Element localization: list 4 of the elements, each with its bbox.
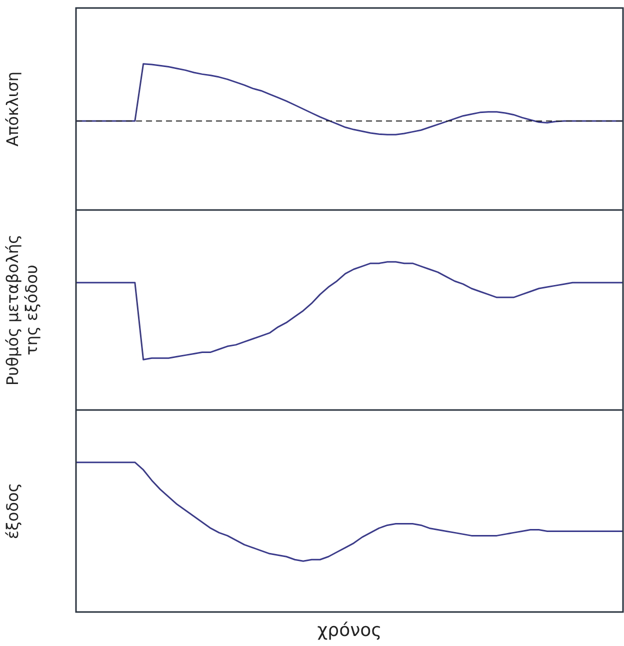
x-axis-title: χρόνος xyxy=(317,620,382,641)
y-axis-title: Ρυθμός μεταβολής της εξόδου xyxy=(2,234,41,386)
y-axis-title: έξοδος xyxy=(2,482,22,540)
y-axis-title: Απόκλιση xyxy=(2,72,22,146)
